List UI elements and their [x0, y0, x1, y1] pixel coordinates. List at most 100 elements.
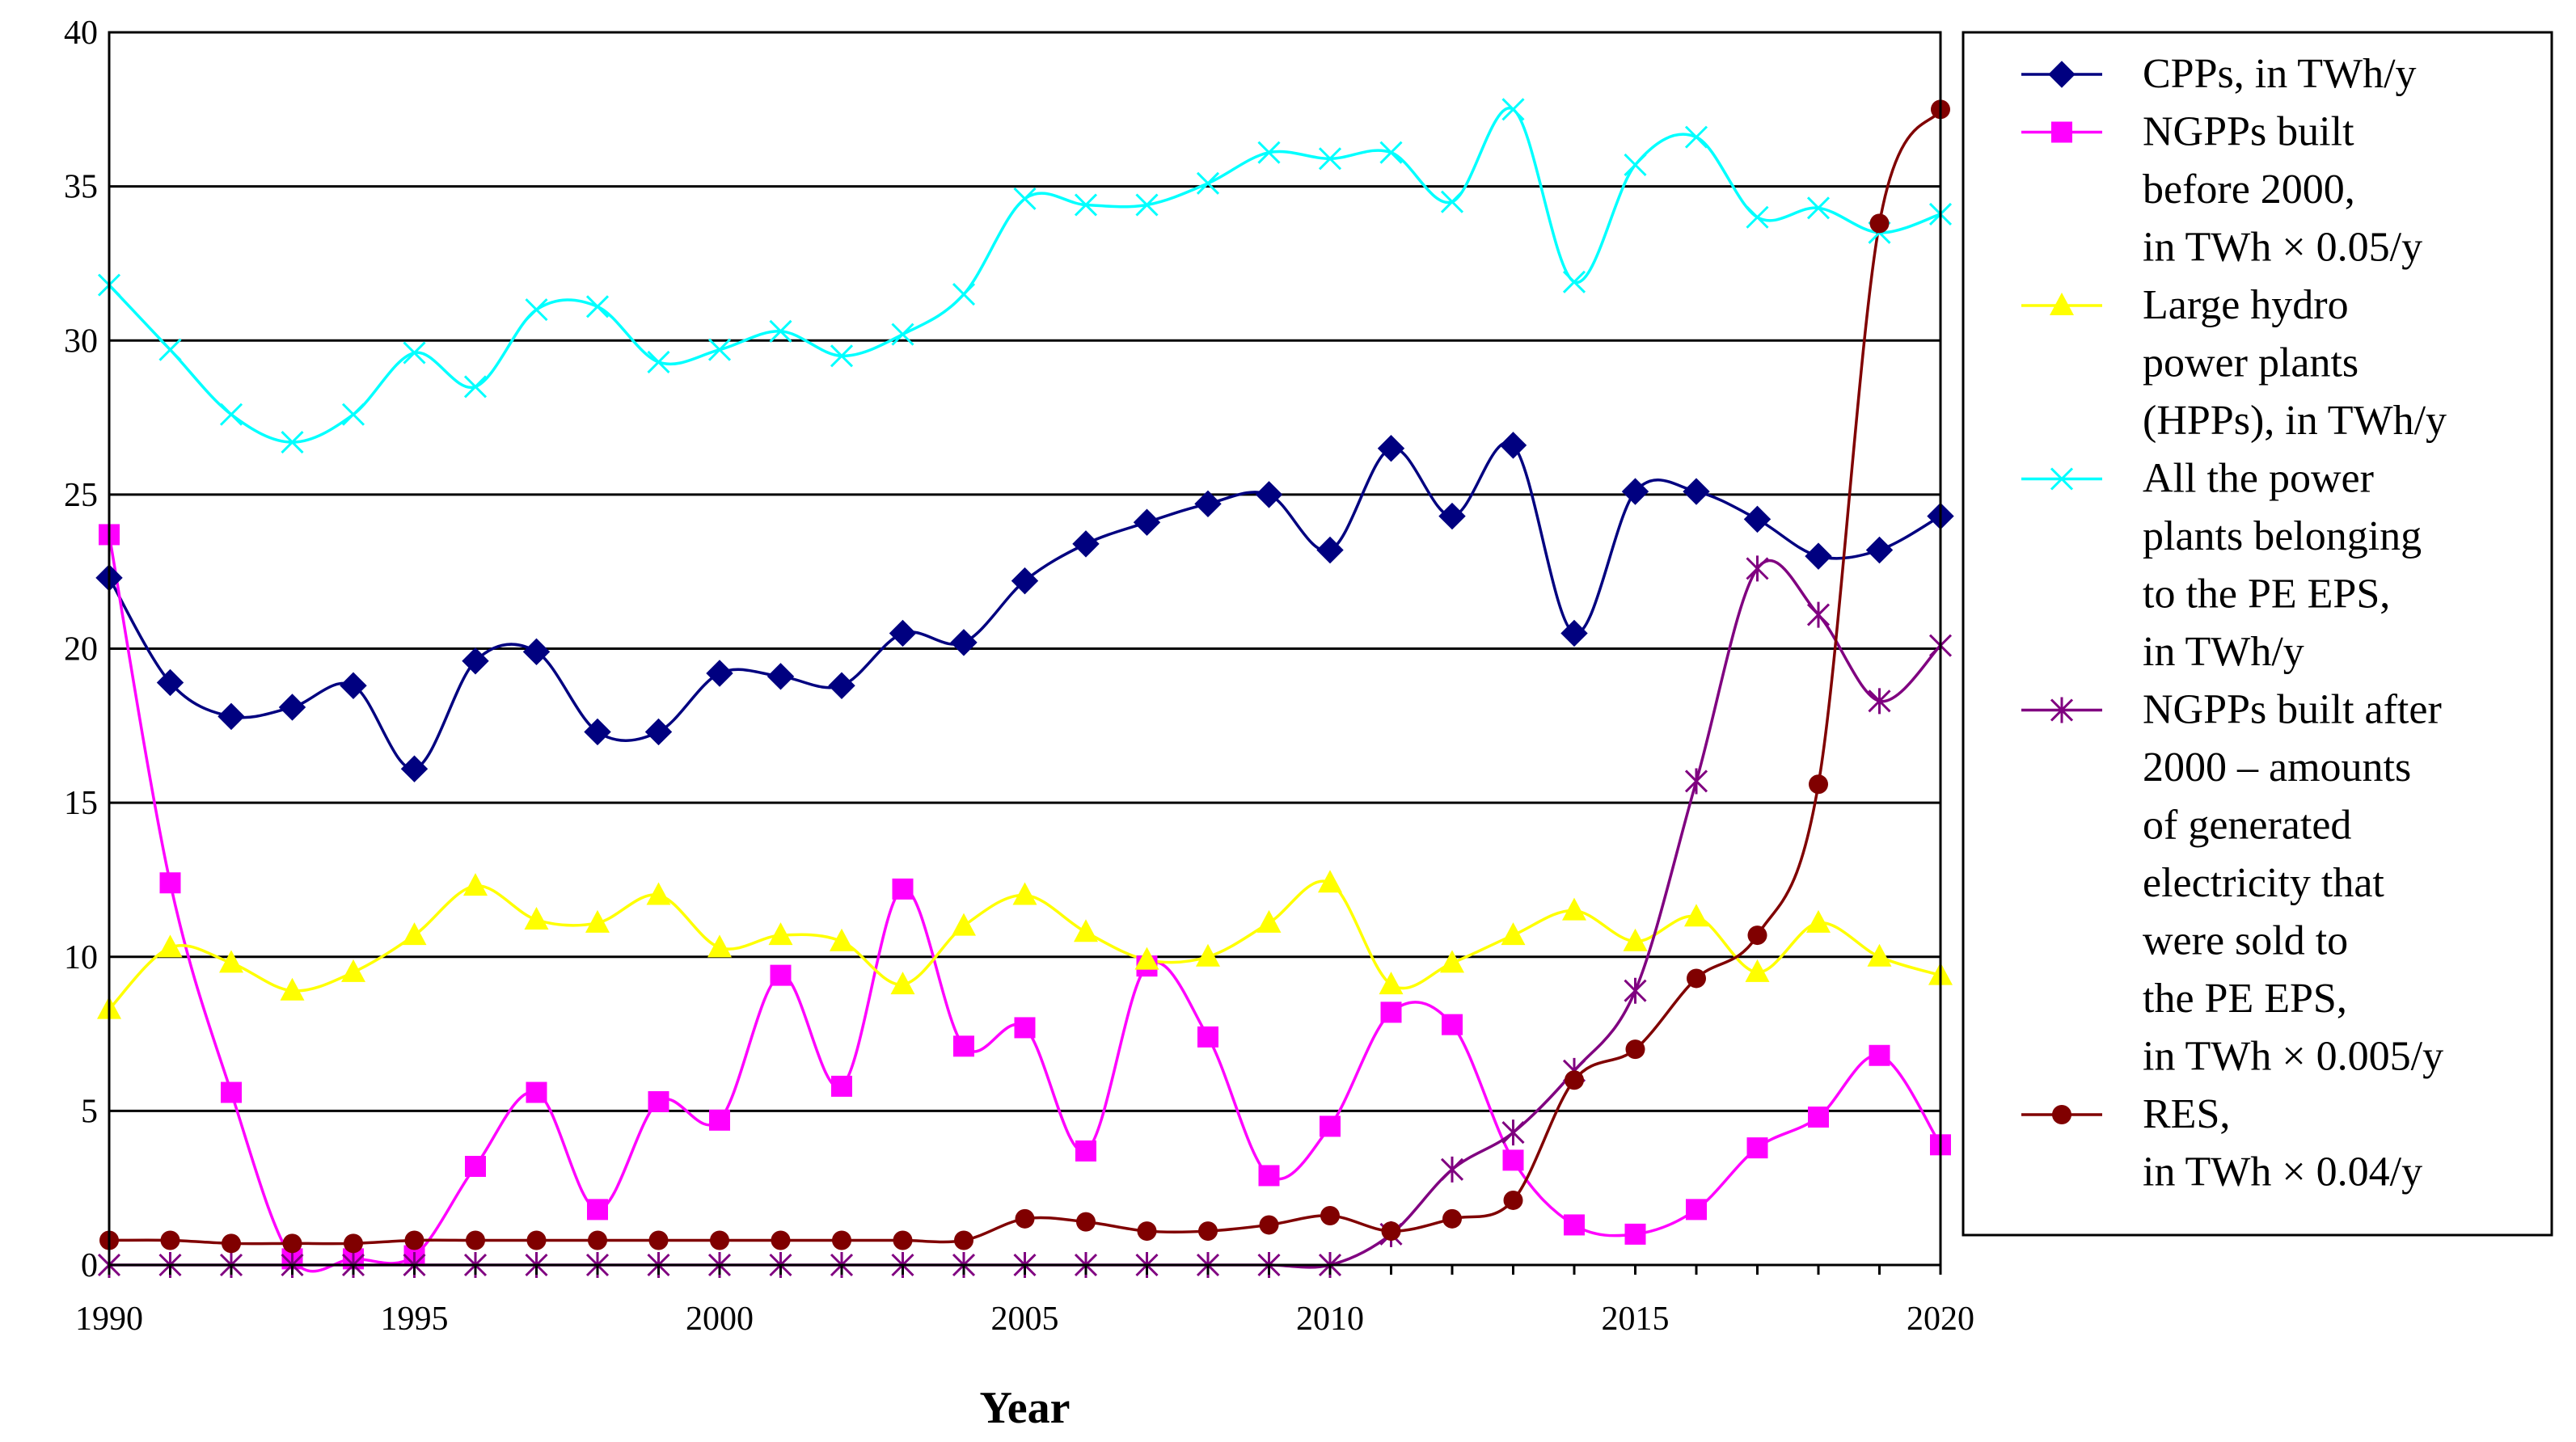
y-tick-label: 40: [64, 15, 98, 52]
data-point-series-4-2017: [1746, 555, 1769, 582]
data-point-series-2-2001: [768, 922, 793, 946]
data-point-series-5-2013: [1503, 1190, 1523, 1210]
data-point-series-2-2004: [952, 913, 976, 936]
legend-entry-4-line-4: were sold to: [2143, 918, 2348, 964]
data-point-series-0-2010: [1316, 536, 1344, 564]
data-point-series-2-2010: [1318, 870, 1342, 893]
data-point-series-1-2013: [1502, 1149, 1524, 1171]
data-point-series-1-1998: [587, 1199, 608, 1221]
data-point-series-1-2005: [1014, 1017, 1036, 1039]
data-point-series-1-1991: [159, 872, 181, 894]
data-point-series-5-2002: [832, 1230, 851, 1250]
legend-entry-3-line-3: in TWh/y: [2143, 629, 2304, 675]
data-point-series-4-2012: [1440, 1156, 1464, 1183]
data-point-series-0-1996: [462, 647, 489, 675]
legend-key-marker-0: [2048, 61, 2076, 88]
data-point-series-1-2009: [1258, 1165, 1280, 1187]
data-point-series-3-2001: [769, 319, 792, 343]
data-point-series-0-2012: [1438, 502, 1466, 530]
legend-entry-2-line-0: Large hydro: [2143, 282, 2349, 328]
data-point-series-2-2013: [1501, 922, 1526, 946]
legend-entry-2-line-1: power plants: [2143, 340, 2359, 386]
data-point-series-0-1992: [217, 702, 245, 731]
legend-entry-5-line-0: RES,: [2143, 1091, 2230, 1137]
data-point-series-5-2011: [1381, 1221, 1401, 1242]
data-point-series-3-1993: [281, 431, 304, 454]
data-point-series-3-2005: [1013, 187, 1037, 210]
data-point-series-2-2008: [1196, 943, 1220, 967]
x-tick-label: 1990: [75, 1301, 143, 1338]
y-tick-label: 15: [64, 785, 98, 822]
data-point-series-0-1997: [522, 638, 551, 666]
data-point-series-0-2016: [1683, 478, 1710, 505]
data-point-series-1-2014: [1564, 1214, 1585, 1236]
series-markers: [95, 98, 1954, 1278]
data-point-series-2-2016: [1684, 904, 1708, 927]
data-point-series-2-2000: [707, 934, 732, 958]
data-point-series-5-2001: [771, 1230, 791, 1250]
data-point-series-0-2015: [1621, 478, 1649, 505]
data-point-series-5-2012: [1442, 1208, 1462, 1229]
y-tick-label: 10: [64, 939, 98, 976]
legend-entry-3-line-2: to the PE EPS,: [2143, 571, 2390, 618]
data-point-series-2-1997: [524, 907, 549, 930]
data-point-series-3-1999: [647, 350, 670, 373]
legend-entry-4-line-0: NGPPs built after: [2143, 687, 2442, 733]
data-point-series-5-2004: [954, 1230, 973, 1250]
data-point-series-2-1993: [280, 977, 305, 1001]
data-point-series-2-1998: [585, 909, 610, 933]
data-point-series-0-2007: [1133, 508, 1161, 536]
data-point-series-1-2010: [1320, 1115, 1341, 1137]
data-point-series-3-1997: [525, 298, 548, 322]
legend-entry-3-line-1: plants belonging: [2143, 513, 2422, 559]
data-point-series-1-2015: [1624, 1223, 1646, 1245]
data-point-series-2-2019: [1867, 943, 1892, 967]
data-point-series-0-2000: [706, 660, 733, 687]
data-point-series-3-1995: [403, 341, 426, 365]
data-point-series-2-2002: [830, 928, 854, 951]
legend-entry-1-line-2: in TWh × 0.05/y: [2143, 225, 2422, 271]
data-point-series-2-2012: [1440, 950, 1464, 973]
legend-entry-4-line-6: in TWh × 0.005/y: [2143, 1034, 2443, 1080]
legend-entry-4-line-5: the PE EPS,: [2143, 976, 2347, 1022]
data-point-series-1-2016: [1686, 1199, 1707, 1221]
x-tick-label: 2020: [1907, 1301, 1974, 1338]
y-tick-label: 25: [64, 477, 98, 514]
y-tick-label: 35: [64, 169, 98, 206]
data-point-series-5-1994: [344, 1233, 363, 1254]
data-point-series-0-2008: [1194, 490, 1222, 518]
data-point-series-1-1997: [526, 1082, 547, 1103]
data-point-series-0-1998: [584, 718, 611, 746]
legend-entry-2-line-2: (HPPs), in TWh/y: [2143, 398, 2447, 444]
data-point-series-2-2014: [1562, 897, 1586, 921]
data-point-series-0-2013: [1499, 432, 1527, 459]
legend-key-marker-1: [2051, 121, 2072, 143]
data-point-series-2-1999: [646, 882, 671, 905]
data-point-series-0-2014: [1560, 619, 1588, 647]
data-point-series-3-1998: [585, 295, 610, 318]
data-point-series-3-2017: [1746, 205, 1769, 229]
legend-entry-4-line-1: 2000 – amounts: [2143, 744, 2411, 791]
data-point-series-5-2007: [1137, 1221, 1157, 1242]
data-point-series-1-2012: [1442, 1014, 1463, 1035]
data-point-series-2-2009: [1256, 909, 1282, 933]
y-tick-label: 30: [64, 323, 98, 360]
data-point-series-2-1995: [402, 922, 427, 946]
data-point-series-0-2005: [1011, 567, 1039, 595]
data-point-series-5-1993: [282, 1233, 302, 1254]
data-point-series-5-1995: [404, 1230, 424, 1250]
data-point-series-2-2011: [1379, 972, 1404, 995]
data-point-series-5-2016: [1687, 968, 1706, 989]
data-point-series-5-2014: [1565, 1070, 1584, 1090]
x-tick-label: 2015: [1602, 1301, 1670, 1338]
data-point-series-3-2012: [1440, 190, 1464, 213]
data-point-series-3-2009: [1257, 141, 1281, 164]
data-point-series-0-2011: [1377, 434, 1405, 462]
data-point-series-1-2019: [1869, 1044, 1890, 1066]
data-point-series-1-2011: [1380, 1001, 1402, 1023]
data-point-series-2-2006: [1074, 919, 1098, 942]
data-point-series-2-2007: [1134, 947, 1159, 970]
data-point-series-5-2009: [1259, 1215, 1279, 1235]
data-point-series-5-1997: [526, 1230, 547, 1250]
data-point-series-5-1991: [160, 1230, 180, 1250]
